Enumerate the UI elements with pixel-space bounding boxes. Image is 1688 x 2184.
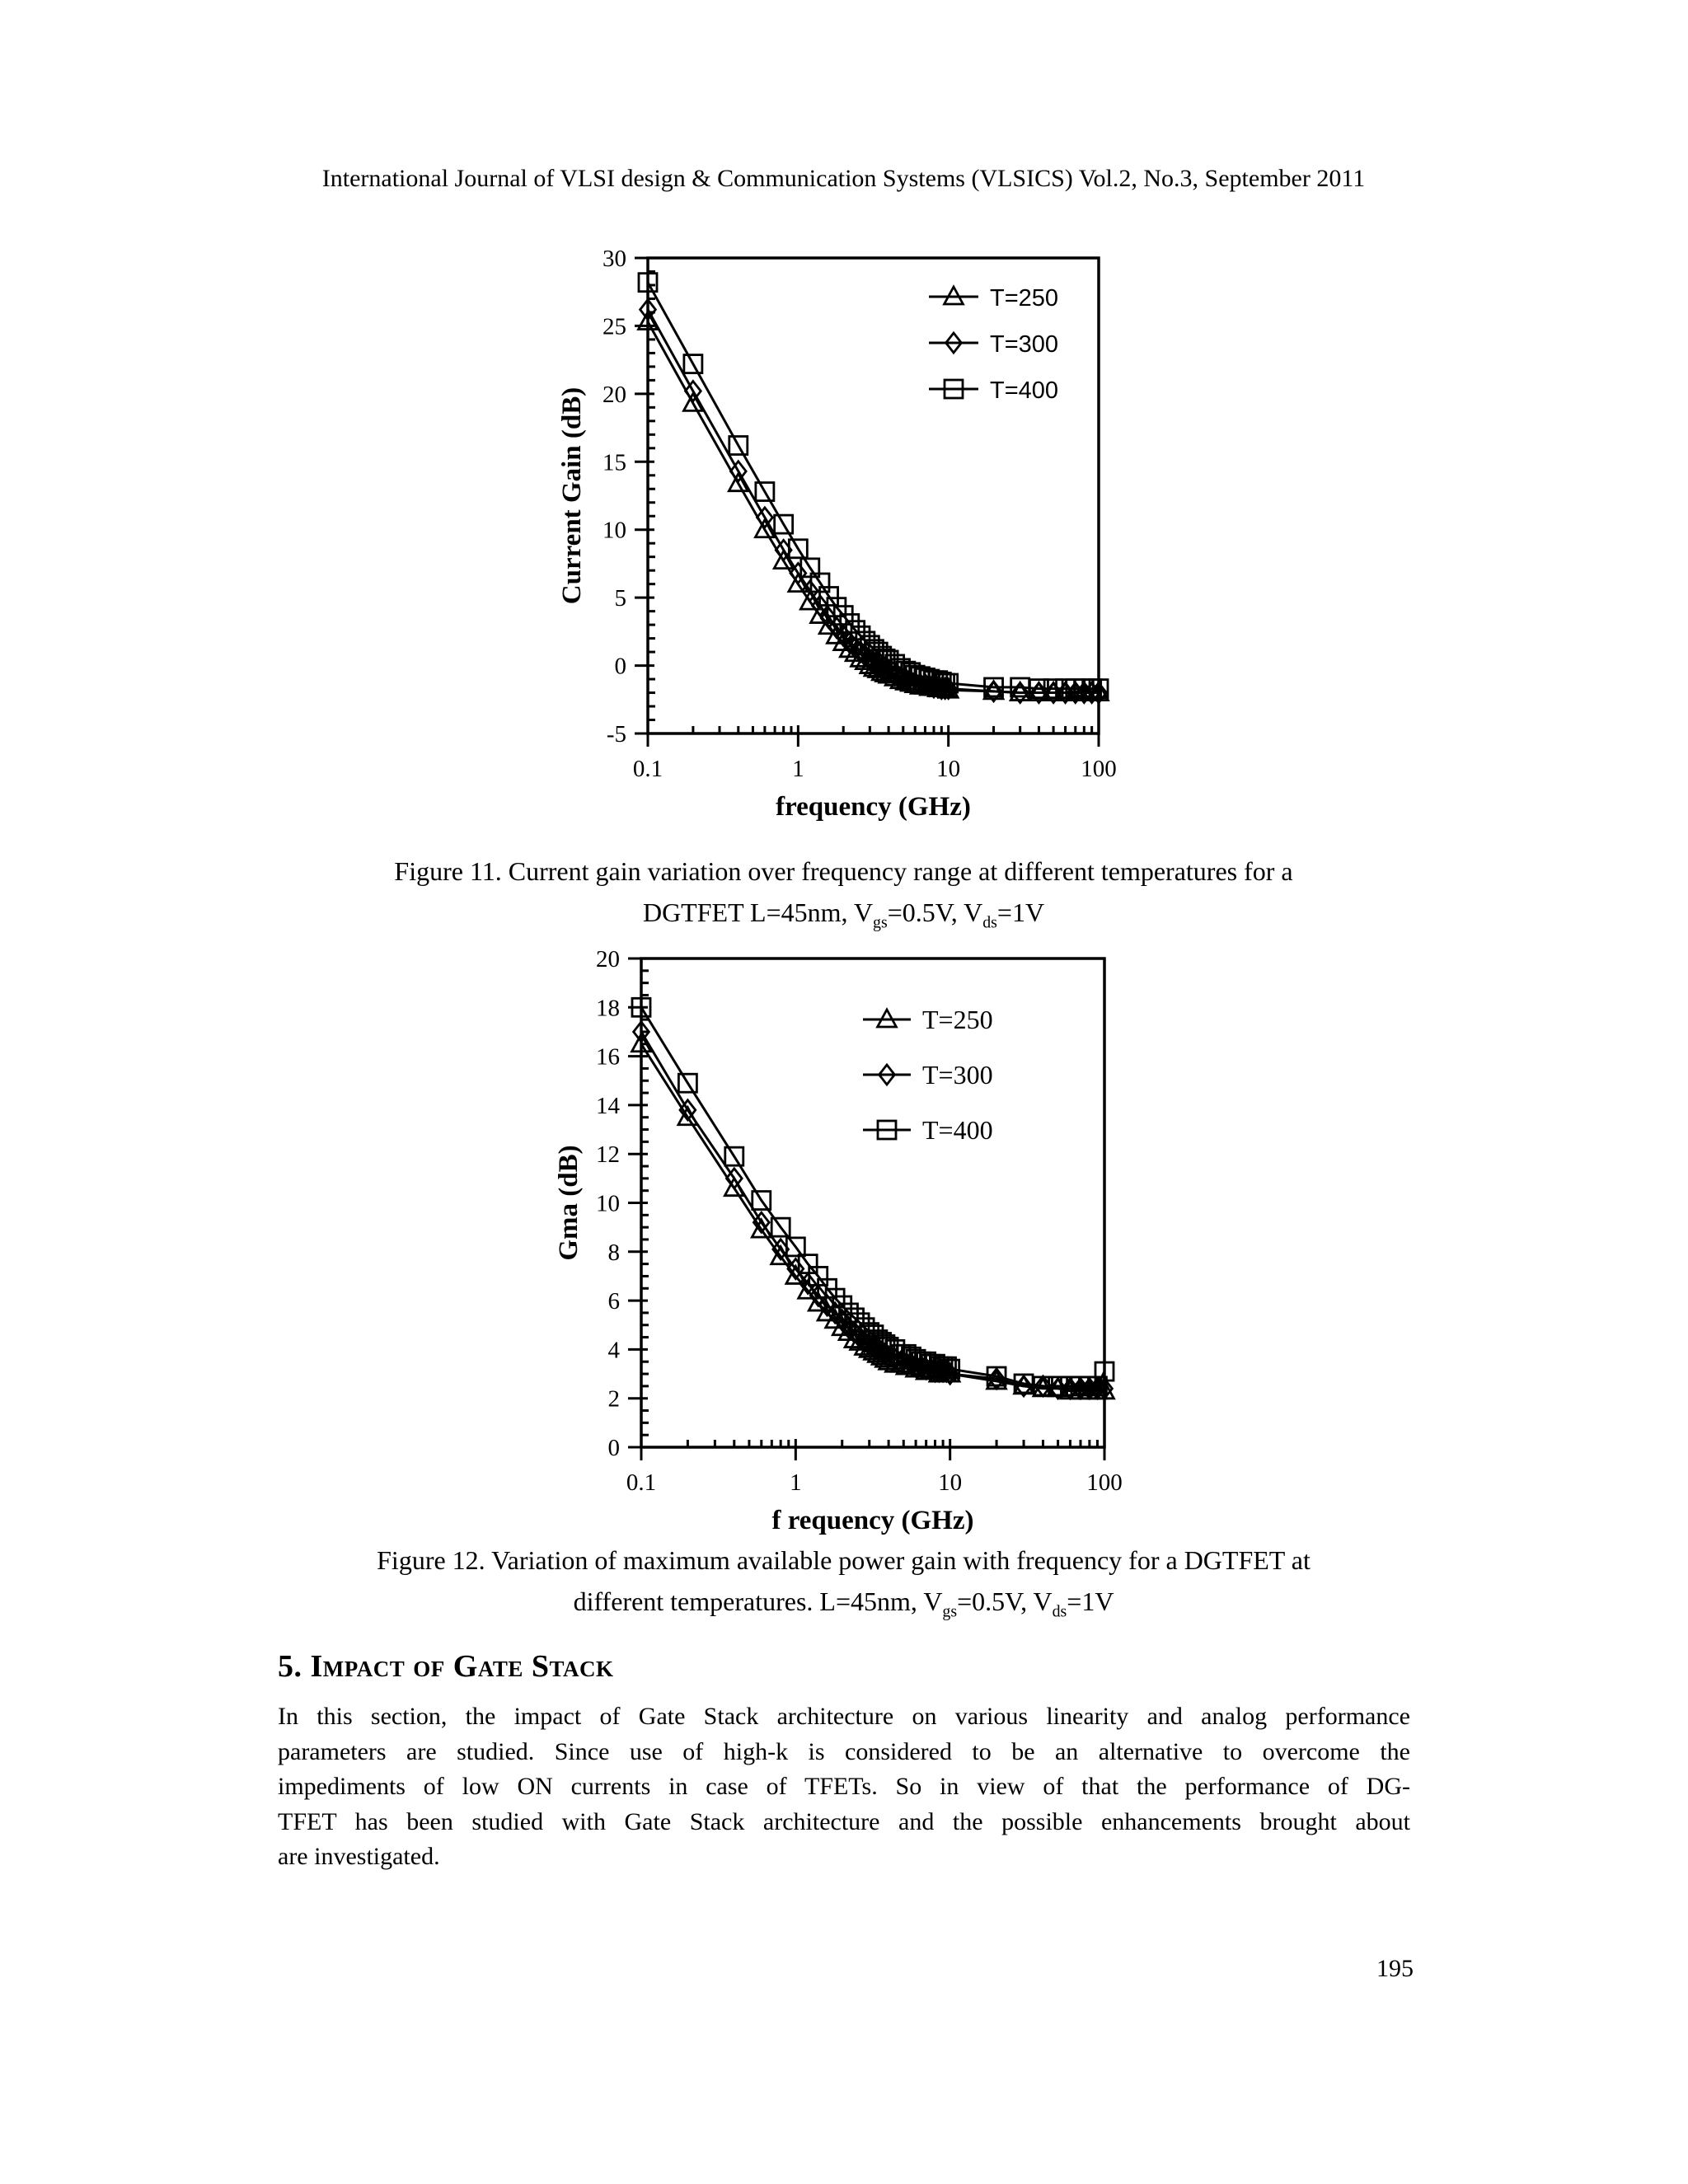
paragraph-line: In this section, the impact of Gate Stac… <box>278 1703 1410 1730</box>
svg-text:14: 14 <box>596 1093 621 1119</box>
paragraph-line: parameters are studied. Since use of hig… <box>278 1737 1410 1765</box>
figure12-caption-line2: different temperatures. L=45nm, Vgs=0.5V… <box>573 1586 1114 1621</box>
body-paragraph: In this section, the impact of Gate Stac… <box>278 1699 1410 1875</box>
figure12-chart-svg: 0 2 4 6 8 10 12 14 16 18 20 0.1 1 10 100 f requency (GH… <box>554 946 1123 1535</box>
svg-text:0: 0 <box>608 1435 621 1461</box>
svg-text:16: 16 <box>596 1044 620 1071</box>
svg-text:12: 12 <box>596 1141 620 1168</box>
figure12-chart: 0 2 4 6 8 10 12 14 16 18 20 0.1 1 10 100 f requency (GH… <box>501 940 1144 1543</box>
paragraph-line: TFET has been studied with Gate Stack ar… <box>278 1807 1410 1835</box>
svg-text:100: 100 <box>1081 756 1117 782</box>
figure11-caption: Figure 11. Current gain variation over f… <box>195 851 1492 943</box>
svg-text:-5: -5 <box>607 721 626 748</box>
svg-text:T=300: T=300 <box>922 1060 993 1090</box>
svg-text:8: 8 <box>608 1240 621 1266</box>
svg-text:T=250: T=250 <box>990 285 1058 312</box>
svg-text:0.1: 0.1 <box>626 1469 656 1496</box>
svg-text:20: 20 <box>596 946 620 972</box>
svg-text:5: 5 <box>615 585 627 612</box>
svg-text:10: 10 <box>938 1469 962 1496</box>
figure11-caption-line2: DGTFET L=45nm, Vgs=0.5V, Vds=1V <box>642 898 1045 932</box>
svg-text:10: 10 <box>603 518 626 544</box>
svg-text:6: 6 <box>608 1288 621 1315</box>
svg-text:18: 18 <box>596 995 620 1021</box>
svg-text:1: 1 <box>792 756 804 782</box>
journal-header: International Journal of VLSI design & C… <box>321 165 1366 192</box>
svg-text:0.1: 0.1 <box>633 756 663 782</box>
page-number: 195 <box>1376 1955 1414 1982</box>
figure11-caption-line1: Figure 11. Current gain variation over f… <box>394 856 1293 886</box>
svg-text:T=400: T=400 <box>922 1115 993 1145</box>
svg-text:25: 25 <box>603 313 626 340</box>
paragraph-line: impediments of low ON currents in case o… <box>278 1773 1410 1800</box>
svg-text:0: 0 <box>615 654 627 680</box>
svg-text:1: 1 <box>790 1469 802 1496</box>
figure12-caption: Figure 12. Variation of maximum availabl… <box>195 1540 1492 1632</box>
svg-text:20: 20 <box>603 382 626 408</box>
section-heading: 5. Impact of Gate Stack <box>278 1649 614 1684</box>
svg-text:frequency (GHz): frequency (GHz) <box>776 792 971 822</box>
svg-text:2: 2 <box>608 1386 621 1413</box>
svg-text:100: 100 <box>1086 1469 1123 1496</box>
svg-text:T=250: T=250 <box>922 1005 993 1034</box>
svg-text:Gma (dB): Gma (dB) <box>554 1145 584 1260</box>
paragraph-line: are investigated. <box>278 1843 440 1870</box>
svg-text:10: 10 <box>596 1191 620 1217</box>
svg-text:f requency (GHz): f requency (GHz) <box>771 1506 973 1535</box>
svg-text:T=300: T=300 <box>990 331 1058 358</box>
svg-text:30: 30 <box>603 246 626 272</box>
svg-text:Current Gain (dB): Current Gain (dB) <box>557 387 587 604</box>
figure11-chart: -5 0 5 10 15 20 25 30 0.1 1 10 100 frequency (GHz) Cu… <box>508 240 1134 829</box>
svg-text:4: 4 <box>608 1337 621 1363</box>
figure12-caption-line1: Figure 12. Variation of maximum availabl… <box>377 1545 1311 1575</box>
svg-text:10: 10 <box>936 756 960 782</box>
figure11-chart-svg: -5 0 5 10 15 20 25 30 0.1 1 10 100 frequency (GHz) Cu… <box>557 246 1117 822</box>
svg-text:15: 15 <box>603 449 626 476</box>
svg-text:T=400: T=400 <box>990 377 1058 404</box>
